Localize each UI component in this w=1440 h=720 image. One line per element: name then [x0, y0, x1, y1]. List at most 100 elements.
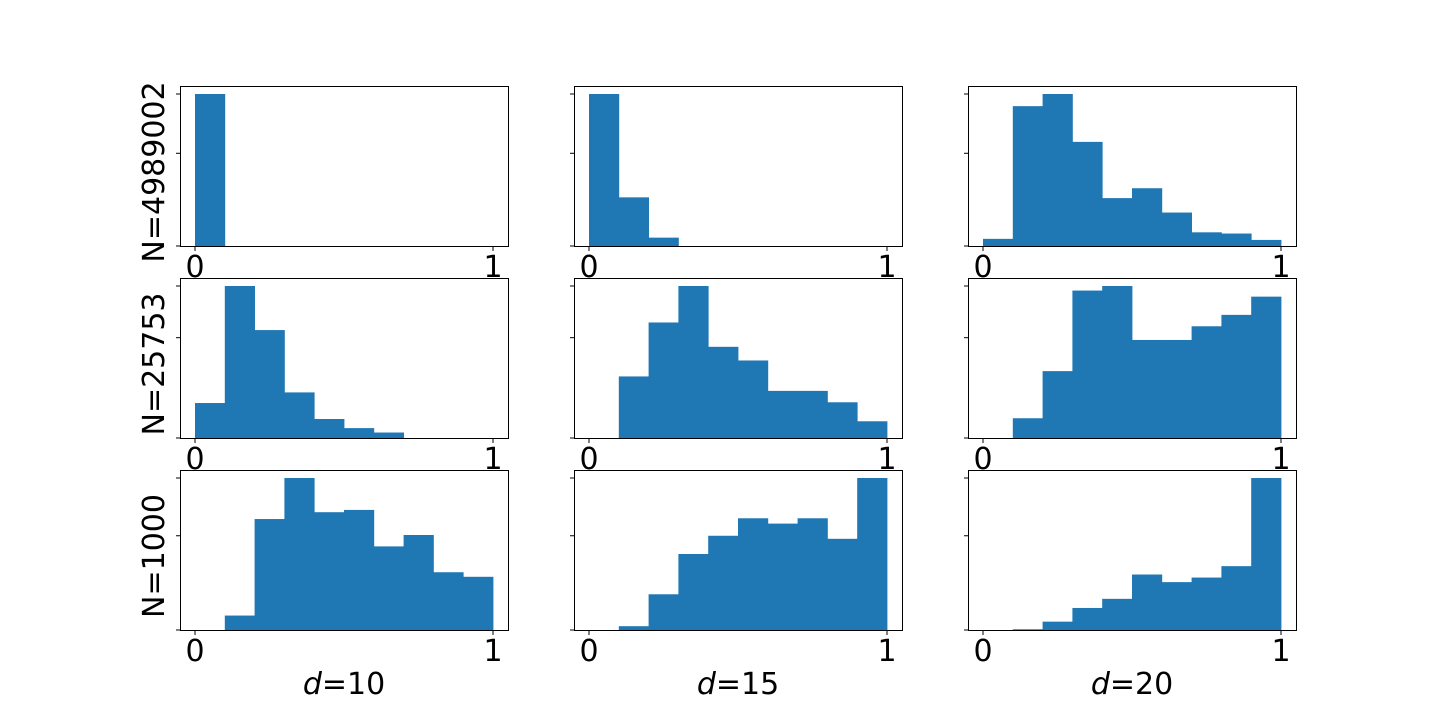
histogram-bar — [797, 390, 828, 438]
histogram-bar — [1161, 339, 1192, 438]
histogram-bar — [314, 419, 345, 438]
histogram-bar — [463, 576, 494, 630]
histogram-bar — [648, 237, 679, 246]
x-tick-label: 1 — [877, 250, 896, 285]
histogram-bar — [1012, 629, 1043, 630]
histogram-bar — [1042, 94, 1073, 246]
histogram-bar — [1072, 141, 1103, 246]
x-tick-label: 1 — [1271, 634, 1290, 669]
histogram-bar — [344, 428, 375, 438]
histogram-bar — [648, 322, 679, 438]
histogram-bar — [857, 421, 888, 438]
x-tick-label: 0 — [973, 442, 992, 477]
histogram-bar — [827, 538, 858, 630]
histogram-bar — [1161, 582, 1192, 630]
histogram-bar — [797, 518, 828, 630]
x-tick-label: 0 — [973, 634, 992, 669]
x-tick-label: 0 — [579, 442, 598, 477]
x-tick-label: 0 — [579, 634, 598, 669]
histogram-bar — [1221, 233, 1252, 246]
histogram-bar — [1132, 188, 1163, 246]
histogram-bar — [224, 615, 255, 630]
x-tick-label: 1 — [483, 634, 502, 669]
histogram-bar — [373, 432, 404, 438]
column-label-value: =15 — [716, 667, 779, 702]
row-label-1: N=4989002 — [137, 81, 172, 262]
histogram-bar — [344, 509, 375, 630]
histogram-bar — [1251, 478, 1282, 630]
histogram-bar — [618, 376, 649, 438]
histogram-bar — [254, 519, 285, 630]
histogram-bar — [314, 512, 345, 630]
histogram-bar — [1191, 577, 1222, 630]
histogram-bar — [589, 94, 620, 246]
column-label-variable: d — [1091, 667, 1111, 702]
histogram-bar — [738, 360, 769, 438]
axes-frame — [968, 86, 1297, 247]
histogram-bar — [738, 518, 769, 630]
histogram-bar — [1042, 621, 1073, 630]
histogram-bar — [1132, 574, 1163, 630]
axes-frame — [180, 278, 509, 439]
histogram-bar — [1102, 598, 1133, 630]
panels-group: 0 1 0 1 0 10 1 0 1 0 10 1 0 1 0 1 — [176, 86, 1297, 669]
x-tick-label: 1 — [1271, 250, 1290, 285]
histogram-bar — [1251, 296, 1282, 438]
histogram-bar — [678, 554, 709, 630]
axes-frame — [574, 278, 903, 439]
histogram-bar — [1251, 239, 1282, 246]
axes-frame — [180, 470, 509, 631]
x-tick-label: 0 — [579, 250, 598, 285]
histogram-bar — [1102, 286, 1133, 438]
histogram-bar — [857, 478, 888, 630]
histogram-bar — [224, 286, 255, 438]
histogram-bar — [1132, 339, 1163, 438]
histogram-bar — [648, 594, 679, 630]
axes-frame — [574, 470, 903, 631]
histogram-bar — [678, 286, 709, 438]
histogram-bar — [827, 402, 858, 438]
column-label-1: d=10 — [303, 667, 385, 702]
histogram-bar — [1191, 232, 1222, 246]
axes-frame — [180, 86, 509, 247]
x-tick-label: 0 — [185, 250, 204, 285]
histogram-bar — [254, 330, 285, 438]
histogram-bar — [1161, 212, 1192, 246]
row-label-2: N=25753 — [137, 292, 172, 435]
histogram-bar — [1072, 607, 1103, 630]
histogram-bar — [1102, 198, 1133, 246]
histogram-bar — [433, 572, 464, 630]
histogram-bar — [1072, 290, 1103, 438]
histogram-bar — [708, 535, 739, 630]
x-tick-label: 1 — [483, 442, 502, 477]
histogram-bar — [1042, 371, 1073, 438]
histogram-bar — [195, 403, 226, 438]
histogram-bar — [618, 626, 649, 630]
histogram-bar — [618, 197, 649, 246]
x-tick-label: 1 — [483, 250, 502, 285]
column-label-variable: d — [303, 667, 323, 702]
x-tick-label: 0 — [973, 250, 992, 285]
x-tick-label: 0 — [185, 442, 204, 477]
histogram-bar — [1221, 314, 1252, 438]
histogram-bar — [284, 478, 315, 630]
row-label-3: N=1000 — [137, 494, 172, 618]
column-label-value: =20 — [1110, 667, 1173, 702]
column-label-2: d=15 — [697, 667, 779, 702]
histogram-bar — [195, 94, 226, 246]
x-tick-label: 1 — [1271, 442, 1290, 477]
histogram-bar — [767, 523, 798, 630]
axes-frame — [968, 470, 1297, 631]
histogram-bar — [983, 238, 1014, 246]
x-tick-label: 0 — [185, 634, 204, 669]
histogram-bar — [1191, 326, 1222, 438]
x-tick-label: 1 — [877, 634, 896, 669]
histogram-bar — [284, 392, 315, 438]
